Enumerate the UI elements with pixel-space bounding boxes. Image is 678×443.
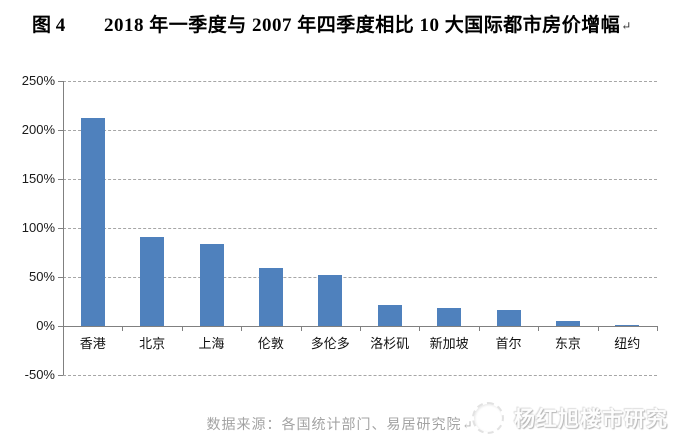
x-tick-label: 东京 <box>554 336 581 351</box>
bar-chart: 250% 200% 150% 100% 50% 0% -50% 香港 北京 上海 伦敦 多伦多 洛杉矶 新… <box>21 73 658 382</box>
data-source-text: 数据来源：各国统计部门、易居研究院 <box>206 418 462 433</box>
y-tick-label: 250% <box>21 73 55 88</box>
y-gridline <box>63 130 657 131</box>
y-gridline <box>63 179 657 180</box>
x-tick-label: 新加坡 <box>429 336 469 351</box>
y-gridline <box>63 277 657 278</box>
x-tick <box>241 327 243 331</box>
x-tick <box>657 327 658 331</box>
watermark: 杨红旭楼市研究 <box>472 399 668 437</box>
x-tick-label: 多伦多 <box>310 336 350 351</box>
x-tick <box>419 327 421 331</box>
x-tick-label: 上海 <box>198 336 225 351</box>
bar <box>556 321 580 326</box>
y-tick <box>58 81 63 82</box>
x-tick <box>181 327 183 331</box>
paragraph-return-icon: ↵ <box>462 418 474 433</box>
y-gridline <box>63 81 657 82</box>
y-tick <box>58 375 63 376</box>
x-axis-line <box>63 326 658 327</box>
x-tick <box>122 327 124 331</box>
logo-circle-icon <box>472 402 504 434</box>
y-axis-line <box>63 81 64 375</box>
bar <box>81 118 105 326</box>
page-title: 2018 年一季度与 2007 年四季度相比 10 大国际都市房价增幅↵ <box>104 10 632 37</box>
x-tick <box>597 327 599 331</box>
bar <box>615 325 639 326</box>
page-title-text: 2018 年一季度与 2007 年四季度相比 10 大国际都市房价增幅 <box>104 15 621 36</box>
y-tick-label: 200% <box>21 122 55 137</box>
x-tick-label: 伦敦 <box>257 336 284 351</box>
figure-label: 图 4 <box>32 15 66 36</box>
bar <box>200 244 224 326</box>
x-tick-label: 香港 <box>79 336 106 351</box>
paragraph-return-icon: ↵ <box>621 19 632 34</box>
y-tick <box>58 228 63 229</box>
watermark-text: 杨红旭楼市研究 <box>514 408 668 431</box>
bar <box>259 268 283 326</box>
y-tick-label: 150% <box>21 171 55 186</box>
y-gridline <box>63 375 657 376</box>
chart-title-row: 图 4 2018 年一季度与 2007 年四季度相比 10 大国际都市房价增幅↵ <box>0 10 678 40</box>
y-tick-label: 0% <box>36 318 55 333</box>
x-tick <box>63 327 64 331</box>
y-tick <box>58 179 63 180</box>
bar <box>378 305 402 326</box>
y-tick <box>58 277 63 278</box>
y-gridline <box>63 228 657 229</box>
bar <box>318 275 342 326</box>
x-tick-label: 首尔 <box>495 336 522 351</box>
x-tick-label: 北京 <box>139 336 166 351</box>
y-tick <box>58 130 63 131</box>
x-tick-label: 洛杉矶 <box>370 336 410 351</box>
y-tick-label: -50% <box>24 367 55 382</box>
data-source-note: 数据来源：各国统计部门、易居研究院↵ <box>120 414 560 434</box>
y-tick-label: 100% <box>21 220 55 235</box>
x-tick-label: 纽约 <box>614 336 641 351</box>
x-tick <box>478 327 480 331</box>
x-tick <box>300 327 302 331</box>
x-tick <box>360 327 361 331</box>
x-tick <box>538 327 540 331</box>
y-tick-label: 50% <box>28 269 55 284</box>
bar <box>497 310 521 326</box>
bar <box>140 237 164 326</box>
y-tick <box>58 326 63 327</box>
bar <box>437 308 461 326</box>
